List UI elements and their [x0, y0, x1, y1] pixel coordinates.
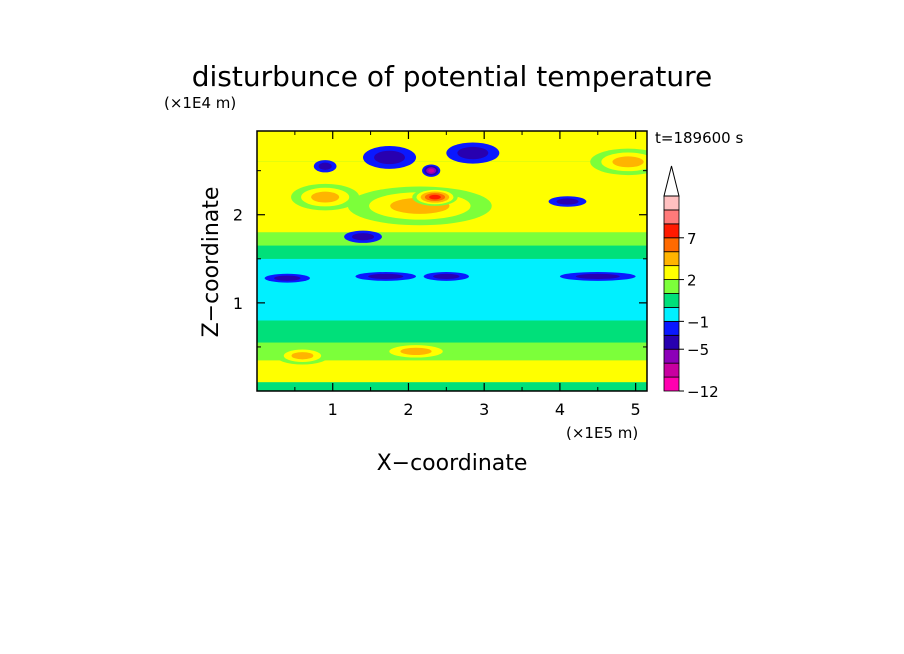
contour-region [274, 275, 301, 281]
colorbar-extend-arrow [663, 165, 680, 197]
y-tick-label: 2 [233, 206, 243, 225]
time-label: t=189600 s [655, 129, 743, 147]
y-tick-label: 1 [233, 294, 243, 313]
contour-region [291, 352, 314, 360]
plot-frame [256, 130, 648, 392]
y-axis-label: Z−coordinate [199, 187, 224, 338]
contour-region [368, 273, 404, 279]
contour-region [400, 347, 432, 355]
colorbar-segment [663, 265, 680, 280]
colorbar-segment [663, 223, 680, 239]
contour-band [257, 258, 647, 321]
colorbar-segment [663, 279, 680, 294]
axes: 1 2 3 4 5 1 2 [233, 131, 647, 419]
colorbar-segment [663, 293, 680, 308]
contour-band [257, 360, 647, 383]
colorbar-segment [663, 376, 680, 392]
contour-band [257, 232, 647, 246]
x-tick-label: 4 [555, 400, 565, 419]
colorbar-segment [663, 237, 680, 253]
colorbar-segment [663, 348, 680, 364]
contour-region [556, 198, 579, 205]
contour-region [429, 194, 441, 200]
colorbar-tick-label: −5 [687, 341, 709, 359]
x-unit-label: (×1E5 m) [566, 424, 638, 442]
contour-region [374, 150, 405, 165]
contour-plot-area [256, 130, 648, 392]
y-unit-label: (×1E4 m) [164, 94, 236, 112]
contour-region [351, 233, 375, 241]
colorbar-tick-label: 7 [687, 230, 697, 248]
colorbar-segment [663, 320, 680, 336]
contour-band [257, 382, 647, 391]
colorbar-segment [663, 362, 680, 378]
x-tick-label: 3 [479, 400, 489, 419]
x-tick-label: 1 [328, 400, 338, 419]
contour-region [311, 191, 340, 203]
colorbar-segment [663, 307, 680, 322]
colorbar-segment [663, 251, 680, 267]
colorbar-tick-label: −12 [687, 383, 719, 401]
colorbar: −12−5−127 [663, 165, 719, 401]
colorbar-segment [663, 195, 680, 211]
contour-region [318, 162, 332, 170]
x-axis-label: X−coordinate [377, 451, 528, 476]
contour-region [433, 273, 460, 279]
contour-region [428, 168, 435, 173]
contour-region [457, 146, 489, 160]
x-tick-label: 2 [403, 400, 413, 419]
contour-fill [257, 131, 647, 391]
x-tick-label: 5 [631, 400, 641, 419]
contour-band [257, 320, 647, 343]
contour-band [257, 245, 647, 259]
colorbar-segment [663, 334, 680, 350]
contour-region [575, 273, 620, 279]
chart-title: disturbunce of potential temperature [192, 60, 713, 93]
colorbar-tick-label: 2 [687, 272, 697, 290]
colorbar-tick-label: −1 [687, 313, 709, 331]
colorbar-segment [663, 209, 680, 225]
contour-region [612, 156, 644, 168]
